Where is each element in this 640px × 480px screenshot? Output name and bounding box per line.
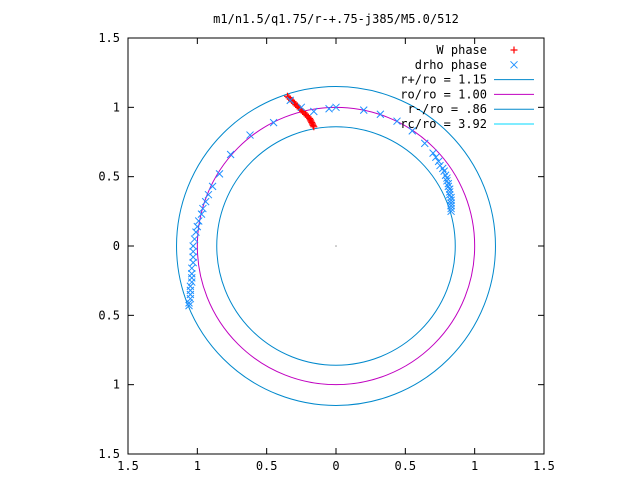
legend-marker-sample bbox=[510, 60, 518, 69]
drho-phase-point bbox=[186, 290, 195, 299]
legend-label: ro/ro = 1.00 bbox=[400, 87, 487, 101]
drho-phase-point bbox=[187, 274, 196, 282]
drho-phase-point bbox=[447, 201, 455, 210]
drho-phase-point bbox=[189, 253, 198, 261]
drho-phase-point bbox=[186, 286, 195, 295]
x-tick-label: 1 bbox=[194, 459, 201, 473]
drho-phase-point bbox=[190, 235, 199, 243]
x-tick-label: 1 bbox=[471, 459, 478, 473]
drho-phase-point bbox=[187, 264, 196, 273]
drho-phase-point bbox=[192, 228, 200, 236]
x-tick-label: 1.5 bbox=[117, 459, 139, 473]
drho-phase-point bbox=[447, 207, 455, 216]
x-tick-label: 1.5 bbox=[533, 459, 555, 473]
drho-phase-point bbox=[447, 204, 455, 213]
drho-phase-point bbox=[204, 190, 213, 199]
drho-phase-point bbox=[447, 199, 455, 207]
drho-phase-point bbox=[325, 104, 333, 113]
drho-phase-point bbox=[187, 278, 196, 286]
drho-phase-point bbox=[332, 103, 340, 112]
origin-dot bbox=[335, 245, 337, 247]
drho-phase-point bbox=[297, 103, 306, 112]
drho-phase-point bbox=[420, 139, 429, 148]
drho-phase-point bbox=[215, 170, 224, 178]
drho-phase-point bbox=[201, 197, 210, 206]
legend-label: r+/ro = 1.15 bbox=[400, 73, 487, 87]
drho-phase-point bbox=[286, 96, 295, 105]
drho-phase-point bbox=[189, 242, 198, 250]
drho-phase-point bbox=[208, 182, 217, 191]
y-tick-label: 0 bbox=[113, 239, 120, 253]
drho-phase-point bbox=[226, 150, 235, 159]
circle-r-ro bbox=[216, 126, 456, 366]
drho-phase-point bbox=[269, 118, 278, 127]
drho-phase-point bbox=[193, 222, 202, 231]
legend-marker-sample bbox=[510, 46, 518, 54]
drho-phase-point bbox=[187, 269, 196, 278]
drho-phase-point bbox=[189, 258, 198, 267]
y-tick-label: 0.5 bbox=[98, 308, 120, 322]
y-tick-label: 1.5 bbox=[98, 447, 120, 461]
drho-phase-point bbox=[447, 196, 455, 205]
drho-phase-point bbox=[309, 107, 318, 116]
x-tick-label: 0 bbox=[332, 459, 339, 473]
w-phase-point bbox=[309, 121, 317, 129]
legend-label: r-/ro = .86 bbox=[408, 102, 487, 116]
x-tick-label: 0.5 bbox=[256, 459, 278, 473]
legend-label: drho phase bbox=[415, 58, 487, 72]
drho-phase-point bbox=[429, 149, 437, 157]
drho-phase-point bbox=[189, 247, 198, 256]
drho-phase-point bbox=[431, 153, 440, 162]
drho-phase-point bbox=[197, 210, 206, 218]
y-tick-label: 1 bbox=[113, 100, 120, 114]
drho-phase-point bbox=[408, 127, 417, 135]
drho-phase-point bbox=[445, 185, 454, 194]
x-tick-label: 0.5 bbox=[394, 459, 416, 473]
drho-phase-point bbox=[185, 301, 193, 310]
drho-phase-point bbox=[359, 106, 368, 114]
circle-r-ro bbox=[176, 86, 496, 406]
y-tick-label: 1 bbox=[113, 378, 120, 392]
legend-label: rc/ro = 3.92 bbox=[400, 117, 487, 131]
drho-phase-point bbox=[440, 167, 449, 175]
drho-phase-point bbox=[434, 157, 443, 166]
legend-label: W phase bbox=[436, 43, 487, 57]
w-phase-point bbox=[310, 123, 318, 131]
drho-phase-point bbox=[186, 294, 195, 303]
drho-phase-point bbox=[185, 298, 193, 307]
y-tick-label: 1.5 bbox=[98, 31, 120, 45]
drho-phase-point bbox=[246, 131, 254, 139]
y-tick-label: 0.5 bbox=[98, 170, 120, 184]
drho-phase-point bbox=[447, 193, 455, 202]
drho-phase-point bbox=[376, 110, 385, 119]
drho-phase-point bbox=[393, 117, 401, 126]
chart-title: m1/n1.5/q1.75/r-+.75-j385/M5.0/512 bbox=[213, 12, 459, 26]
drho-phase-point bbox=[438, 164, 447, 173]
